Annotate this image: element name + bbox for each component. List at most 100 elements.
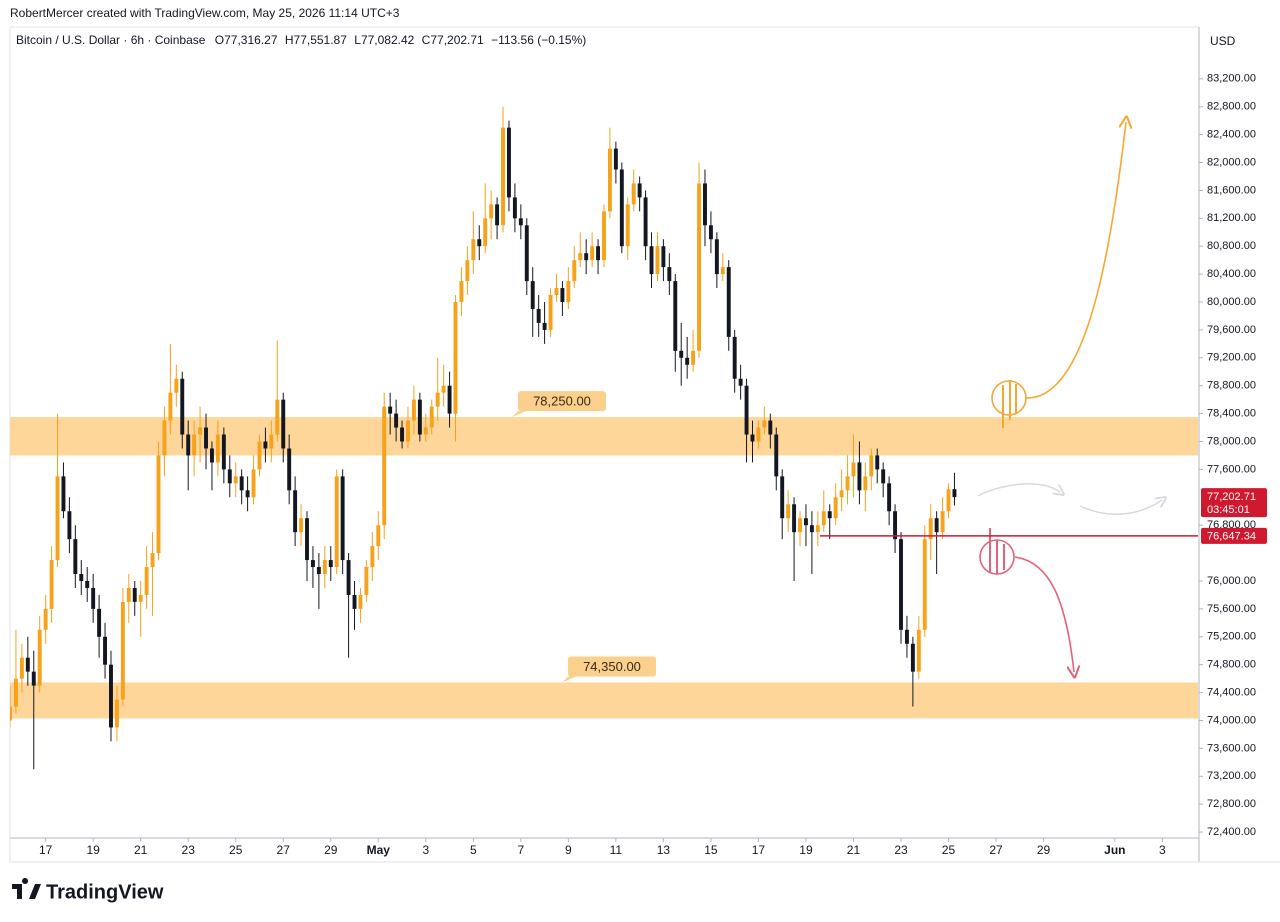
candle-body	[346, 560, 351, 595]
candle-body	[13, 678, 18, 707]
candle-body	[287, 448, 292, 491]
candle-body	[928, 518, 933, 540]
candle-body	[649, 246, 654, 275]
candle-body	[922, 539, 927, 630]
candle-body	[691, 350, 696, 365]
candle-body	[518, 218, 523, 226]
neutral-arrow	[977, 483, 1060, 497]
legend-line: Bitcoin / U.S. Dollar · 6h · Coinbase O7…	[16, 33, 586, 47]
candle-body	[358, 594, 363, 609]
candle-body	[708, 225, 713, 240]
y-tick-label: 82,000.00	[1207, 156, 1256, 168]
candle-body	[584, 253, 589, 261]
symbol: Bitcoin / U.S. Dollar · 6h · Coinbase	[16, 33, 206, 47]
candle-body	[506, 127, 511, 198]
x-tick-label: 17	[39, 843, 53, 857]
x-tick-label: 27	[277, 843, 291, 857]
x-tick-label: 23	[182, 843, 196, 857]
candle-body	[10, 706, 12, 721]
candle-body	[631, 183, 636, 205]
candle-body	[239, 476, 244, 491]
countdown: 03:45:01	[1207, 504, 1250, 516]
candle-body	[827, 511, 832, 519]
field-value: 77,202.71	[430, 33, 484, 47]
candle-body	[400, 427, 405, 442]
candle-body	[512, 197, 517, 219]
candle-body	[786, 504, 791, 519]
candle-body	[483, 218, 488, 247]
candle-body	[821, 511, 826, 526]
y-tick-label: 74,000.00	[1207, 714, 1256, 726]
y-tick-label: 80,000.00	[1207, 296, 1256, 308]
x-tick-label: 27	[989, 843, 1003, 857]
candle-body	[180, 378, 185, 435]
candle-body	[809, 525, 814, 533]
x-tick-label: 15	[704, 843, 718, 857]
candle-body	[144, 567, 149, 595]
candle-body	[952, 489, 957, 498]
candle-body	[839, 490, 844, 498]
zones	[10, 417, 1198, 719]
zone-label: 74,350.00	[583, 659, 641, 674]
candle-body	[251, 469, 256, 498]
y-tick-label: 75,600.00	[1207, 603, 1256, 615]
candle-body	[893, 511, 898, 540]
candle-body	[572, 260, 577, 282]
candle-body	[762, 420, 767, 428]
candles	[10, 106, 957, 770]
candle-body	[465, 260, 470, 282]
candle-body	[602, 211, 606, 261]
candle-body	[97, 608, 102, 637]
x-tick-label: 21	[134, 843, 148, 857]
candle-body	[887, 483, 892, 512]
candle-body	[679, 350, 684, 358]
candle-body	[310, 560, 315, 568]
candle-body	[590, 246, 595, 261]
candle-body	[114, 699, 119, 728]
y-tick-label: 82,800.00	[1207, 101, 1256, 113]
x-tick-label: 21	[847, 843, 861, 857]
candle-body	[607, 148, 612, 212]
candle-body	[233, 476, 238, 484]
candle-body	[406, 420, 410, 442]
candle-body	[192, 434, 197, 456]
candle-body	[780, 476, 785, 519]
zone	[10, 682, 1198, 719]
candle-body	[524, 225, 529, 282]
y-tick-label: 78,000.00	[1207, 435, 1256, 447]
x-tick-label: 7	[517, 843, 524, 857]
candle-body	[263, 441, 268, 449]
level-box	[1201, 527, 1267, 544]
bearish-arrow	[1014, 556, 1074, 672]
y-tick-label: 78,400.00	[1207, 408, 1256, 420]
y-tick-label: 77,600.00	[1207, 463, 1256, 475]
candle-body	[613, 148, 618, 170]
candle-body	[881, 469, 886, 484]
candle-body	[661, 246, 666, 268]
candle-body	[423, 427, 428, 435]
candle-body	[732, 336, 737, 379]
candle-body	[453, 302, 458, 414]
zone-label-box	[518, 391, 606, 412]
candle-body	[305, 518, 309, 561]
zone-label-box	[568, 656, 656, 677]
candle-body	[471, 239, 476, 261]
axes: 72,400.00 72,800.00 73,200.00 73,600.00 74,0…	[39, 73, 1256, 857]
y-tick-label: 72,400.00	[1207, 826, 1256, 838]
y-tick-label: 72,800.00	[1207, 798, 1256, 810]
y-tick-label: 76,000.00	[1207, 575, 1256, 587]
candle-body	[126, 587, 131, 602]
field-key: H	[285, 33, 294, 47]
y-tick-label: 73,200.00	[1207, 770, 1256, 782]
candle-body	[934, 518, 939, 533]
candle-body	[625, 204, 630, 247]
candle-body	[334, 476, 339, 568]
x-tick-label: 17	[752, 843, 766, 857]
candle-body	[441, 385, 446, 393]
candle-body	[596, 246, 601, 261]
x-tick-label: 19	[799, 843, 813, 857]
candle-body	[85, 580, 90, 588]
field-value: 77,082.42	[361, 33, 415, 47]
candle-body	[49, 560, 54, 609]
